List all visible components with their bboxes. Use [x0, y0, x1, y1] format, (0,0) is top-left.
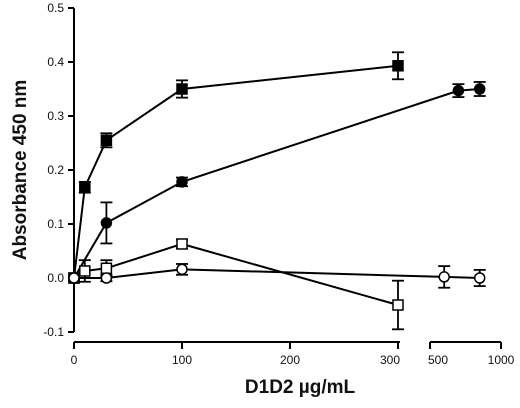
y-axis-title: Absorbance 450 nm: [10, 80, 31, 261]
axes: -0.1 0.0 0.1 0.2 0.3 0.4 0.5 0 100 200 300 500 1000: [43, 1, 514, 367]
series-layer: [68, 51, 486, 331]
y-tick-label: 0.1: [47, 217, 64, 231]
y-tick-label: 0.4: [47, 55, 64, 69]
data-point: [100, 134, 113, 147]
data-point: [176, 263, 188, 276]
x-tick-label: 0: [71, 353, 78, 367]
data-point: [473, 83, 486, 95]
x-tick-label: 1000: [488, 353, 515, 367]
y-tick-label: 0.3: [47, 109, 64, 123]
data-point: [473, 272, 486, 284]
series-filled-circle: [68, 81, 486, 284]
x-tick-label: 500: [428, 353, 448, 367]
y-tick-label: -0.1: [43, 325, 64, 339]
data-point: [392, 60, 404, 72]
series-line: [73, 64, 399, 279]
data-point: [79, 265, 91, 277]
x-tick-label: 200: [280, 353, 300, 367]
data-point: [176, 176, 188, 188]
data-point: [100, 262, 113, 275]
data-point: [68, 272, 80, 284]
series-open-circle: [68, 263, 486, 289]
series-filled-square: [68, 51, 404, 284]
data-point: [176, 238, 188, 250]
x-tick-label: 100: [172, 353, 192, 367]
y-tick-label: 0.0: [47, 271, 64, 285]
data-point: [438, 271, 450, 283]
data-point: [100, 272, 113, 284]
data-point: [100, 217, 113, 229]
x-tick-label: 300: [380, 353, 400, 367]
series-line: [73, 88, 480, 279]
y-tick-label: 0.2: [47, 163, 64, 177]
series-open-square: [68, 238, 404, 331]
x-axis-title: D1D2 µg/mL: [245, 377, 356, 398]
data-point: [452, 84, 465, 97]
data-point: [392, 299, 404, 311]
data-point: [176, 83, 188, 95]
data-point: [79, 181, 91, 194]
y-tick-label: 0.5: [47, 1, 64, 15]
